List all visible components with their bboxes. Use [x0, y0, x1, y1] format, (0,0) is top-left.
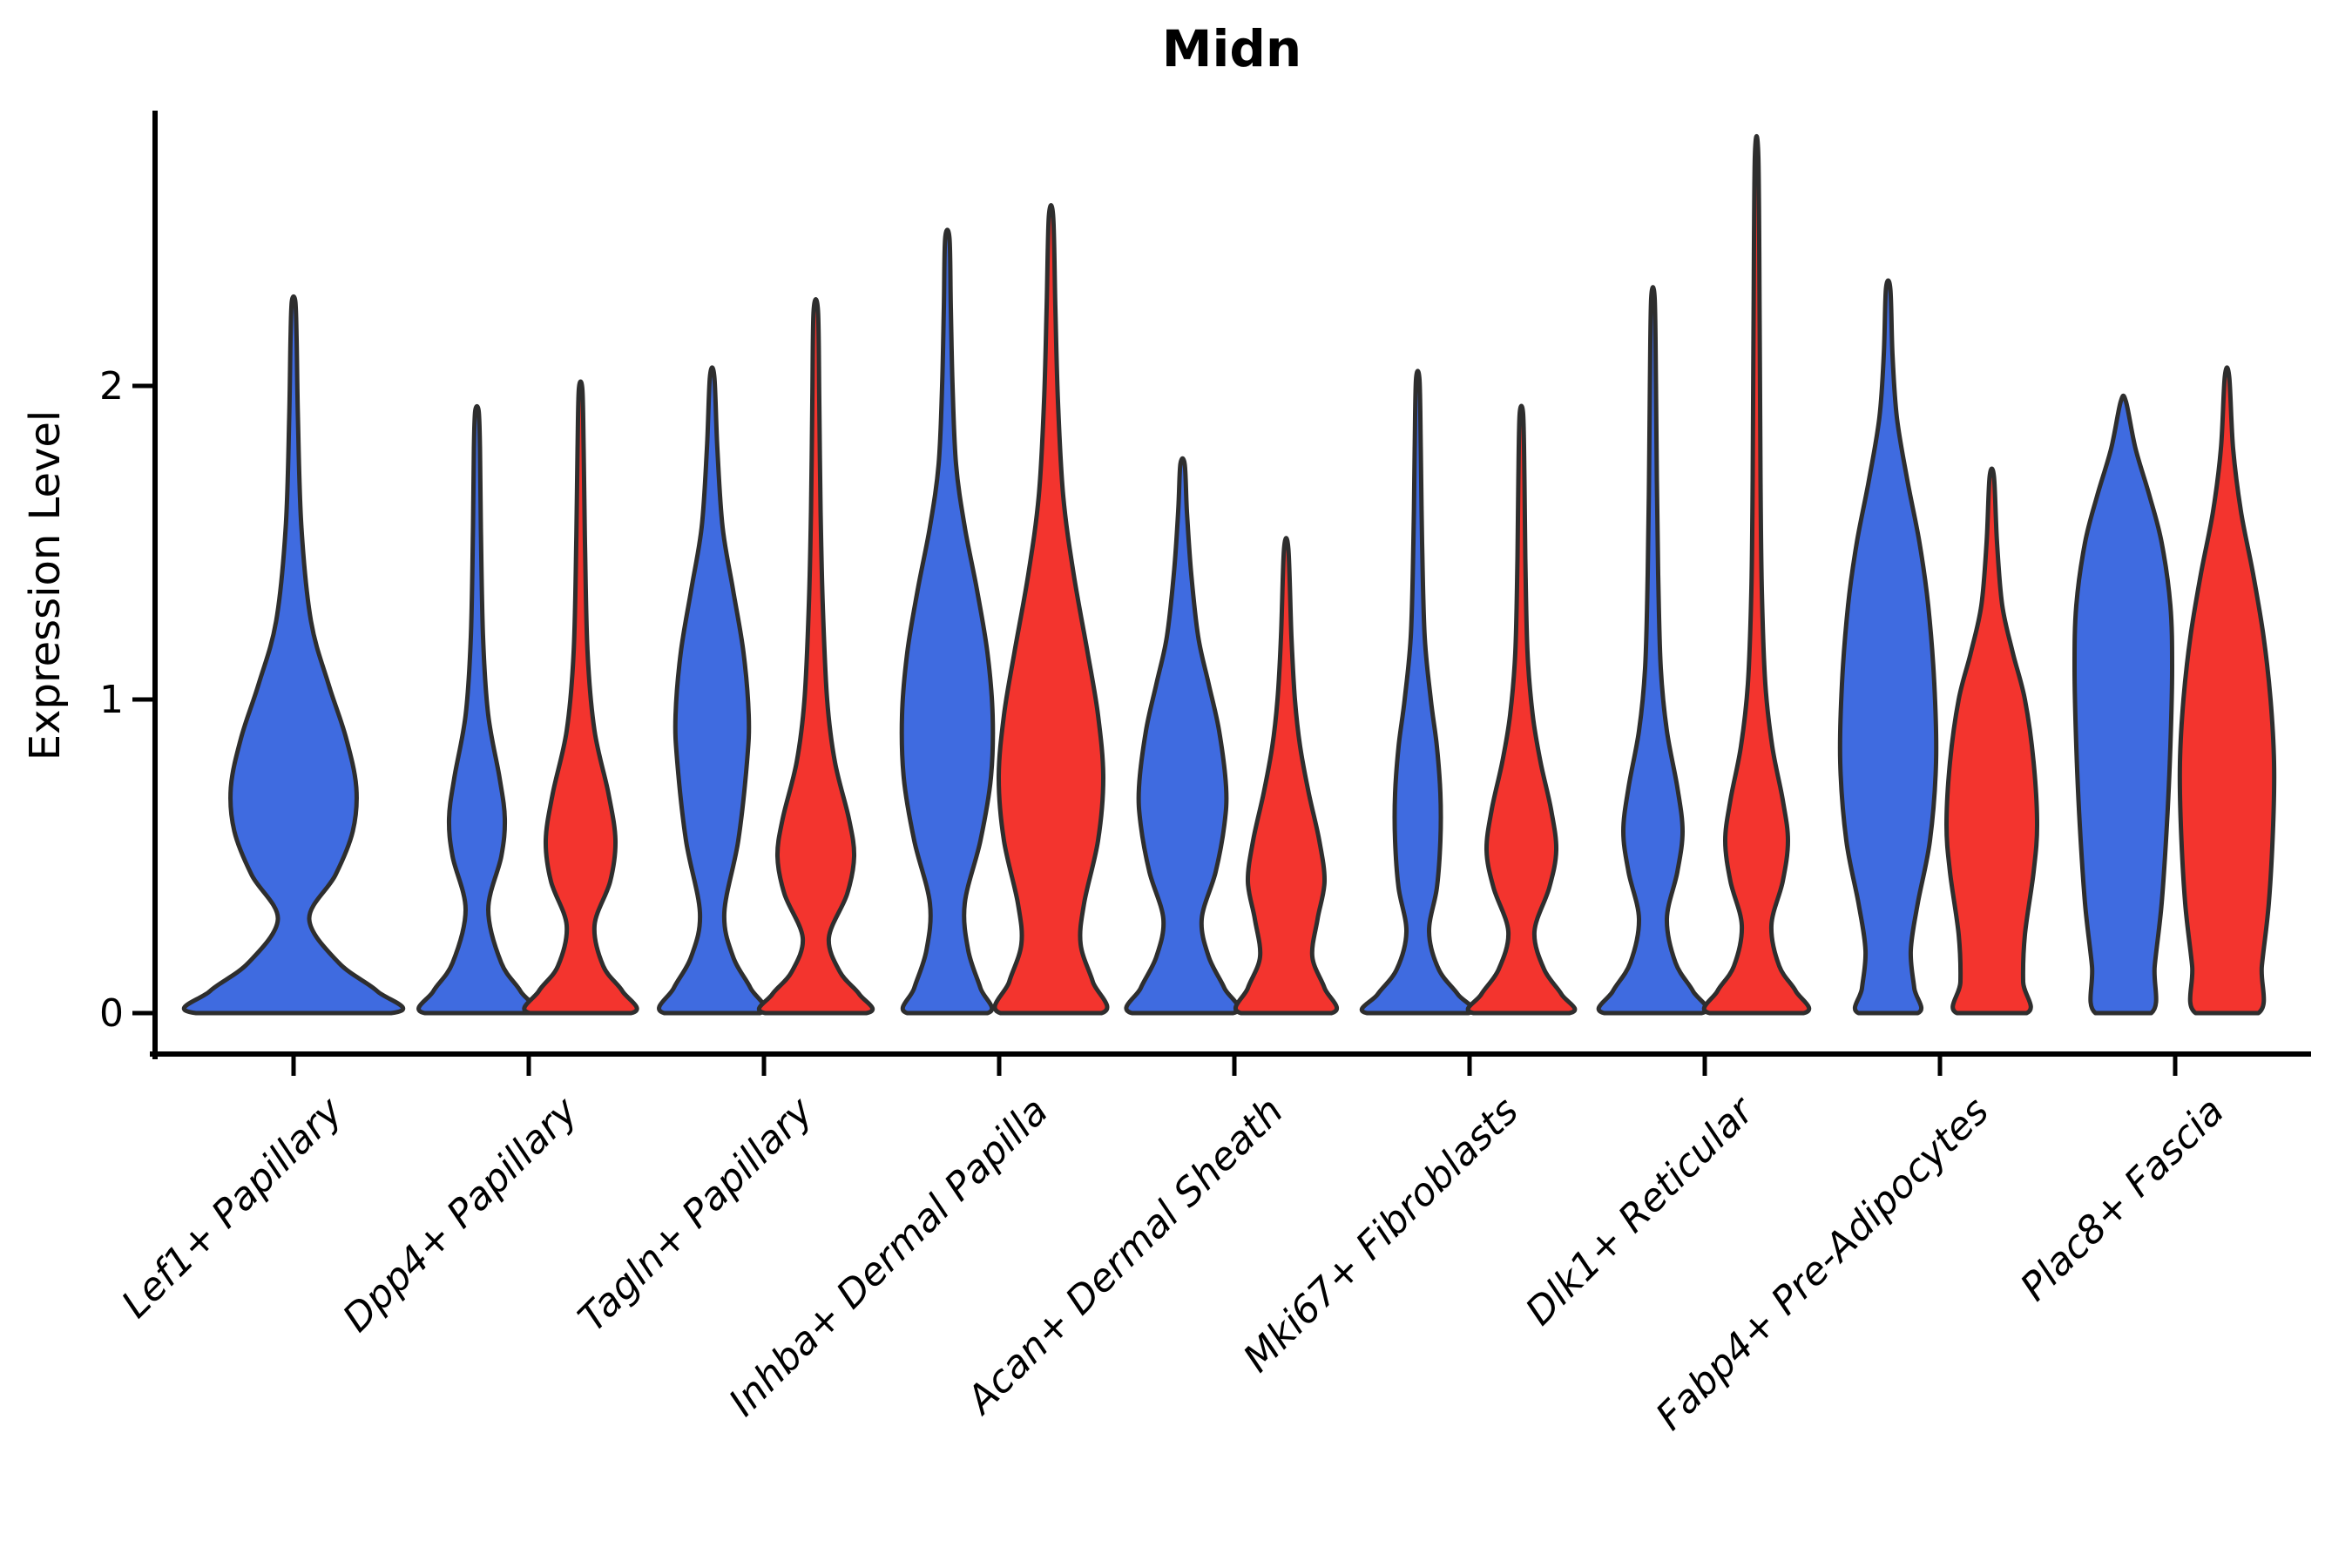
violin-4-red [1233, 536, 1340, 1016]
y-tick-label-0: 0 [99, 991, 124, 1036]
violin-3-red [992, 203, 1110, 1016]
chart-title: Midn [1161, 19, 1302, 78]
violin-8-blue [2072, 393, 2174, 1016]
violin-6-blue [1596, 285, 1710, 1016]
violin-7-red [1944, 466, 2039, 1016]
violin-1-red [522, 379, 639, 1016]
violin-5-blue [1359, 368, 1477, 1016]
violin-8-red [2177, 365, 2277, 1016]
violin-7-blue [1837, 278, 1939, 1016]
violin-2-red [756, 297, 875, 1016]
violin-1-blue [416, 403, 537, 1016]
y-tick-label-2: 2 [99, 364, 124, 409]
violin-6-red [1701, 134, 1812, 1016]
y-tick-label-1: 1 [99, 678, 124, 722]
violin-3-blue [899, 227, 996, 1016]
violin-5-red [1465, 403, 1578, 1016]
violin-4-blue [1124, 456, 1241, 1016]
violin-2-blue [657, 365, 767, 1016]
violin-0-blue [181, 294, 406, 1016]
